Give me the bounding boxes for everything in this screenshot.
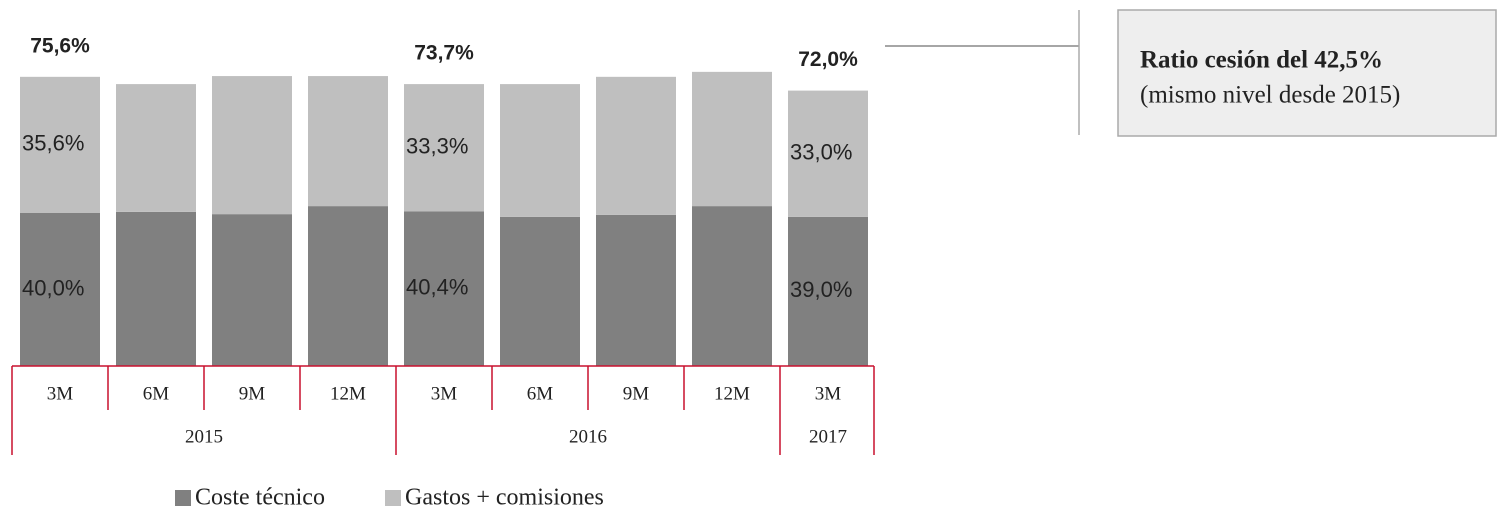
bar-segment xyxy=(500,84,580,217)
group-label: 2017 xyxy=(809,426,847,447)
callout-title: Ratio cesión del 42,5% xyxy=(1140,47,1383,74)
callout-box xyxy=(1117,9,1497,137)
bar-segment xyxy=(692,206,772,366)
x-tick-label: 6M xyxy=(143,383,170,404)
x-tick-label: 9M xyxy=(623,383,650,404)
total-label: 72,0% xyxy=(798,48,858,71)
total-label: 73,7% xyxy=(414,42,474,65)
callout-text: (mismo nivel desde 2015) xyxy=(1140,82,1400,109)
bar-segment xyxy=(692,71,772,207)
bar-segment xyxy=(596,76,676,215)
bar-segment xyxy=(788,90,868,217)
bar-segment xyxy=(308,76,388,207)
legend-swatch xyxy=(175,490,191,506)
x-tick-label: 3M xyxy=(815,383,842,404)
bar-segment xyxy=(500,216,580,366)
bar-segment xyxy=(212,214,292,366)
total-label: 75,6% xyxy=(30,34,90,57)
x-tick-label: 12M xyxy=(330,383,366,404)
bar-segment xyxy=(20,76,100,213)
legend-label: Coste técnico xyxy=(195,485,325,511)
legend-label: Gastos + comisiones xyxy=(405,485,604,511)
data-label: 40,0% xyxy=(22,275,84,300)
data-label: 33,3% xyxy=(406,134,468,159)
bar-segment xyxy=(404,84,484,212)
bar-segment xyxy=(596,214,676,366)
bar-segment xyxy=(308,206,388,366)
x-tick-label: 12M xyxy=(714,383,750,404)
x-tick-label: 3M xyxy=(431,383,458,404)
x-tick-label: 6M xyxy=(527,383,554,404)
x-tick-label: 9M xyxy=(239,383,266,404)
data-label: 39,0% xyxy=(790,277,852,302)
group-label: 2015 xyxy=(185,426,223,447)
bar-segment xyxy=(212,76,292,215)
group-label: 2016 xyxy=(569,426,607,447)
bar-segment xyxy=(788,216,868,366)
bar-segment xyxy=(404,211,484,366)
bar-segment xyxy=(116,211,196,366)
bar-segment xyxy=(20,213,100,366)
data-label: 40,4% xyxy=(406,275,468,300)
x-tick-label: 3M xyxy=(47,383,74,404)
bar-segment xyxy=(116,84,196,212)
data-label: 33,0% xyxy=(790,140,852,165)
data-label: 35,6% xyxy=(22,131,84,156)
legend-swatch xyxy=(385,490,401,506)
